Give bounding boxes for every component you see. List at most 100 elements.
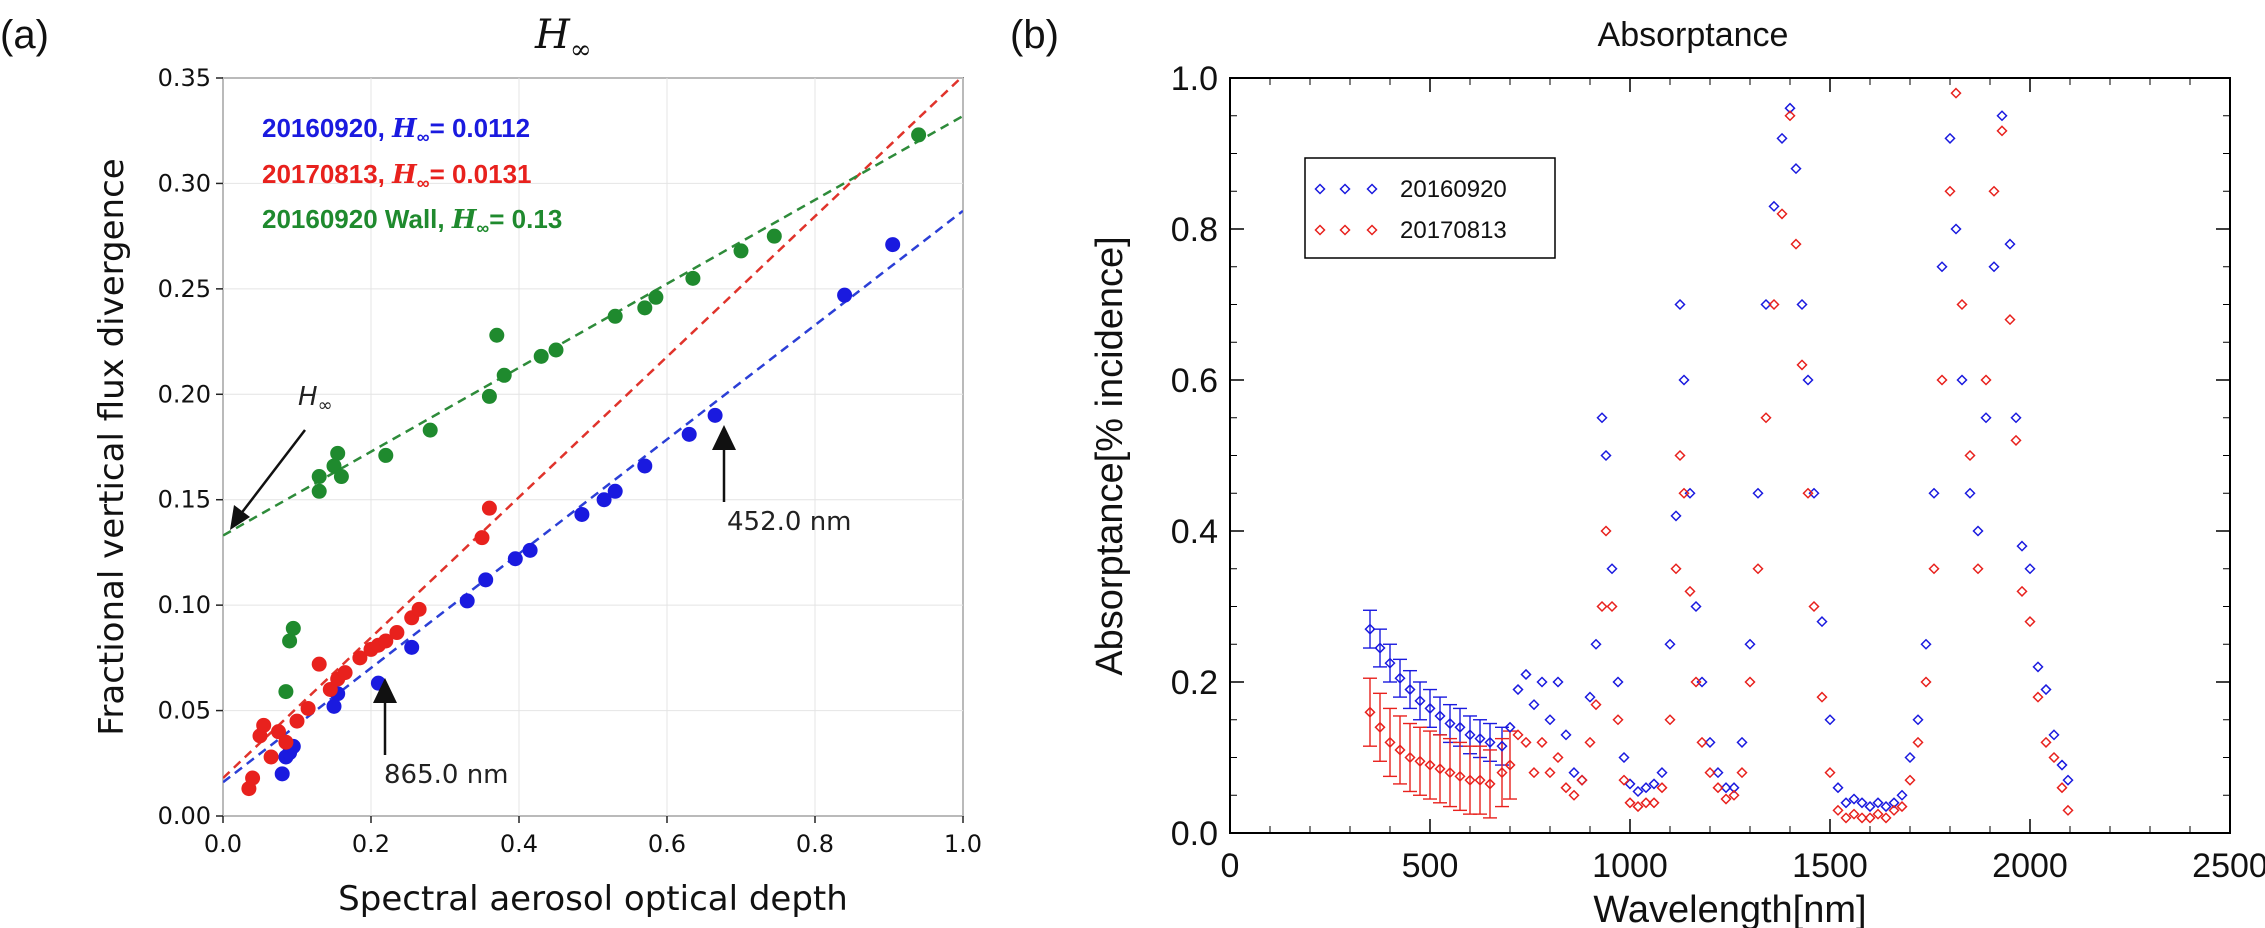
data-point xyxy=(1678,374,1690,386)
data-point xyxy=(282,633,298,649)
data-point xyxy=(1784,102,1796,114)
data-point xyxy=(1544,714,1556,726)
data-point xyxy=(1664,638,1676,650)
data-point xyxy=(1824,714,1836,726)
panel-b-y-label: Absorptance[% incidence] xyxy=(1089,236,1131,675)
data-point xyxy=(1612,676,1624,688)
panel-a-points xyxy=(241,127,927,797)
data-point xyxy=(685,270,701,286)
y-tick-label: 0.2 xyxy=(1171,664,1218,702)
annotation-452nm: 452.0 nm xyxy=(727,507,852,537)
panel-a-fit-lines xyxy=(223,78,963,784)
data-point xyxy=(478,572,494,588)
data-point xyxy=(1512,729,1524,741)
y-tick-label: 0.0 xyxy=(1171,815,1218,853)
data-point xyxy=(1728,782,1740,794)
data-point xyxy=(1612,714,1624,726)
x-tick-label: 0.8 xyxy=(796,830,834,858)
legend-label-20170813: 20170813 xyxy=(1400,217,1507,244)
data-point xyxy=(411,601,427,617)
data-point xyxy=(533,348,549,364)
y-tick-label: 0.4 xyxy=(1171,513,1218,551)
data-point xyxy=(1888,797,1900,809)
data-point xyxy=(1474,774,1486,786)
data-point xyxy=(1832,782,1844,794)
x-tick-label: 0 xyxy=(1221,847,1240,885)
data-point xyxy=(1364,706,1376,718)
data-point xyxy=(2040,736,2052,748)
data-point xyxy=(1720,782,1732,794)
data-point xyxy=(548,342,564,358)
x-tick-label: 0.4 xyxy=(500,830,538,858)
data-point xyxy=(1944,185,1956,197)
data-point xyxy=(1690,600,1702,613)
data-point xyxy=(1796,359,1808,371)
data-point xyxy=(2032,661,2044,673)
data-point xyxy=(1808,600,1820,613)
data-point xyxy=(285,620,301,636)
legend-entry-20160920-wall: 20160920 Wall, H∞= 0.13 xyxy=(262,204,562,238)
data-point xyxy=(1374,721,1386,733)
data-point xyxy=(1596,412,1608,424)
data-point xyxy=(1712,782,1724,794)
data-point xyxy=(1434,763,1446,775)
data-point xyxy=(1536,736,1548,748)
data-point xyxy=(885,237,901,253)
panel-b-x-label: Wavelength[nm] xyxy=(1593,889,1866,928)
data-point xyxy=(1736,767,1748,779)
data-point xyxy=(1504,759,1516,771)
data-point xyxy=(1600,449,1612,462)
data-point xyxy=(1394,744,1406,756)
y-tick-label: 1.0 xyxy=(1171,60,1218,98)
data-point xyxy=(1768,298,1780,311)
data-point xyxy=(1972,563,1984,575)
panel-b-title: Absorptance xyxy=(1598,16,1789,54)
data-point xyxy=(2024,616,2036,628)
data-point xyxy=(1568,767,1580,779)
y-tick-label: 0.6 xyxy=(1171,362,1218,400)
data-point xyxy=(1840,812,1852,824)
data-point xyxy=(330,445,346,461)
legend-marker xyxy=(1314,183,1326,195)
x-tick-label: 2000 xyxy=(1992,847,2068,885)
data-point xyxy=(1600,525,1612,537)
data-point xyxy=(1888,804,1900,816)
data-point xyxy=(2032,691,2044,703)
legend-entry-20160920: 20160920, H∞= 0.0112 xyxy=(262,113,530,147)
data-point xyxy=(1424,759,1436,771)
annotation-865nm: 865.0 nm xyxy=(384,760,509,790)
data-point xyxy=(1484,736,1496,748)
data-point xyxy=(1796,298,1808,311)
legend-marker xyxy=(1339,183,1351,195)
panel-a-title: H∞ xyxy=(534,12,592,65)
data-point xyxy=(507,551,523,567)
data-point xyxy=(1474,733,1486,745)
data-point xyxy=(422,422,438,438)
legend-marker xyxy=(1339,224,1351,236)
data-point xyxy=(1648,797,1660,809)
data-point xyxy=(1590,699,1602,711)
panel-a-legend: 20160920, H∞= 0.0112 20170813, H∞= 0.013… xyxy=(262,113,562,238)
data-point xyxy=(1950,223,1962,235)
data-point xyxy=(1776,132,1788,144)
data-point xyxy=(311,469,327,485)
data-point xyxy=(1384,657,1396,669)
data-point xyxy=(1678,487,1690,499)
data-point xyxy=(1744,638,1756,650)
data-point xyxy=(1674,449,1686,462)
hinf-arrow-line xyxy=(239,429,306,516)
data-point xyxy=(1848,808,1860,820)
data-point xyxy=(1484,778,1496,790)
panel-b-points xyxy=(1364,87,2074,824)
y-tick-label: 0.35 xyxy=(158,64,211,92)
data-point xyxy=(1596,600,1608,613)
data-point xyxy=(1920,676,1932,688)
data-point xyxy=(1752,487,1764,499)
data-point xyxy=(2010,412,2022,424)
data-point xyxy=(1856,797,1868,809)
data-point xyxy=(1374,642,1386,654)
data-point xyxy=(1444,717,1456,730)
data-point xyxy=(1520,668,1532,681)
data-point xyxy=(1904,751,1916,764)
data-point xyxy=(1864,812,1876,824)
